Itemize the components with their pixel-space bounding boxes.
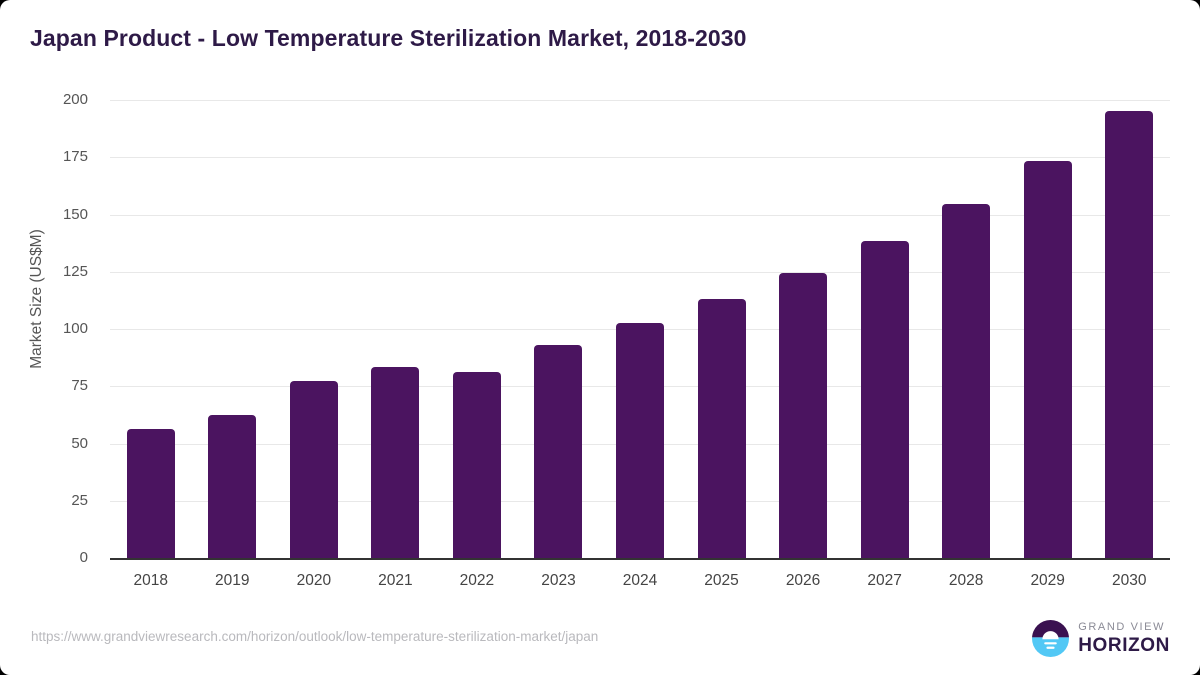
x-axis-tick-label-2028: 2028: [948, 572, 984, 589]
y-axis-tick-label: 50: [71, 434, 88, 452]
bar-2029[interactable]: [1023, 161, 1072, 558]
page-title: Japan Product - Low Temperature Steriliz…: [30, 25, 747, 51]
bar-2028[interactable]: [942, 203, 991, 558]
y-axis-tick-label: 200: [62, 91, 88, 108]
y-axis-tick-label: 100: [62, 320, 88, 337]
x-axis-tick-label-2018: 2018: [133, 572, 168, 589]
bar-2027[interactable]: [860, 240, 909, 558]
x-axis-tick-label-2027: 2027: [867, 572, 902, 589]
y-axis-tick-label: 25: [71, 491, 88, 509]
x-axis-line: [110, 558, 1170, 560]
x-axis-tick-label-2023: 2023: [541, 572, 576, 589]
x-axis-tick-label-2025: 2025: [704, 572, 739, 589]
y-axis-tick-label: 175: [62, 148, 88, 166]
bar-2022[interactable]: [452, 371, 501, 558]
bar-2021[interactable]: [371, 367, 420, 558]
horizon-logo-icon: [1032, 620, 1070, 657]
brand-logo: GRAND VIEW HORIZON: [1032, 620, 1170, 657]
logo-text: GRAND VIEW HORIZON: [1078, 621, 1170, 656]
gridline: [110, 157, 1170, 159]
y-axis-tick-label: 0: [79, 549, 88, 566]
bar-2020[interactable]: [289, 380, 338, 558]
x-axis-tick-label-2021: 2021: [378, 572, 413, 589]
bar-2018[interactable]: [126, 429, 175, 558]
y-axis-title: Market Size (US$M): [28, 229, 45, 369]
bar-2025[interactable]: [697, 299, 746, 558]
bar-2023[interactable]: [534, 345, 583, 558]
x-axis-tick-label-2022: 2022: [459, 572, 495, 589]
logo-line-horizon: HORIZON: [1078, 635, 1170, 656]
y-axis-tick-label: 125: [62, 262, 88, 280]
plot-area: 0 25 50 75 100 125 150 175 200 2018 2019 2020 2021 2…: [63, 91, 1170, 589]
source-url: https://www.grandviewresearch.com/horizo…: [31, 629, 599, 644]
x-axis-tick-label-2024: 2024: [622, 572, 658, 589]
x-axis-tick-label-2029: 2029: [1030, 572, 1065, 589]
y-axis-tick-label: 150: [62, 205, 88, 223]
x-axis-tick-label-2020: 2020: [296, 572, 332, 589]
x-axis-tick-label-2026: 2026: [785, 572, 821, 589]
y-axis-tick-label: 75: [71, 377, 88, 395]
x-axis-tick-label-2030: 2030: [1111, 572, 1147, 589]
gridline: [110, 271, 1170, 273]
gridline: [110, 100, 1170, 101]
gridline: [110, 214, 1170, 216]
bar-2024[interactable]: [616, 323, 664, 558]
logo-line-grand-view: GRAND VIEW: [1078, 621, 1166, 633]
bar-2030[interactable]: [1105, 111, 1154, 558]
bar-2026[interactable]: [779, 272, 828, 558]
x-axis-tick-label-2019: 2019: [215, 572, 250, 589]
bar-2019[interactable]: [208, 415, 257, 558]
